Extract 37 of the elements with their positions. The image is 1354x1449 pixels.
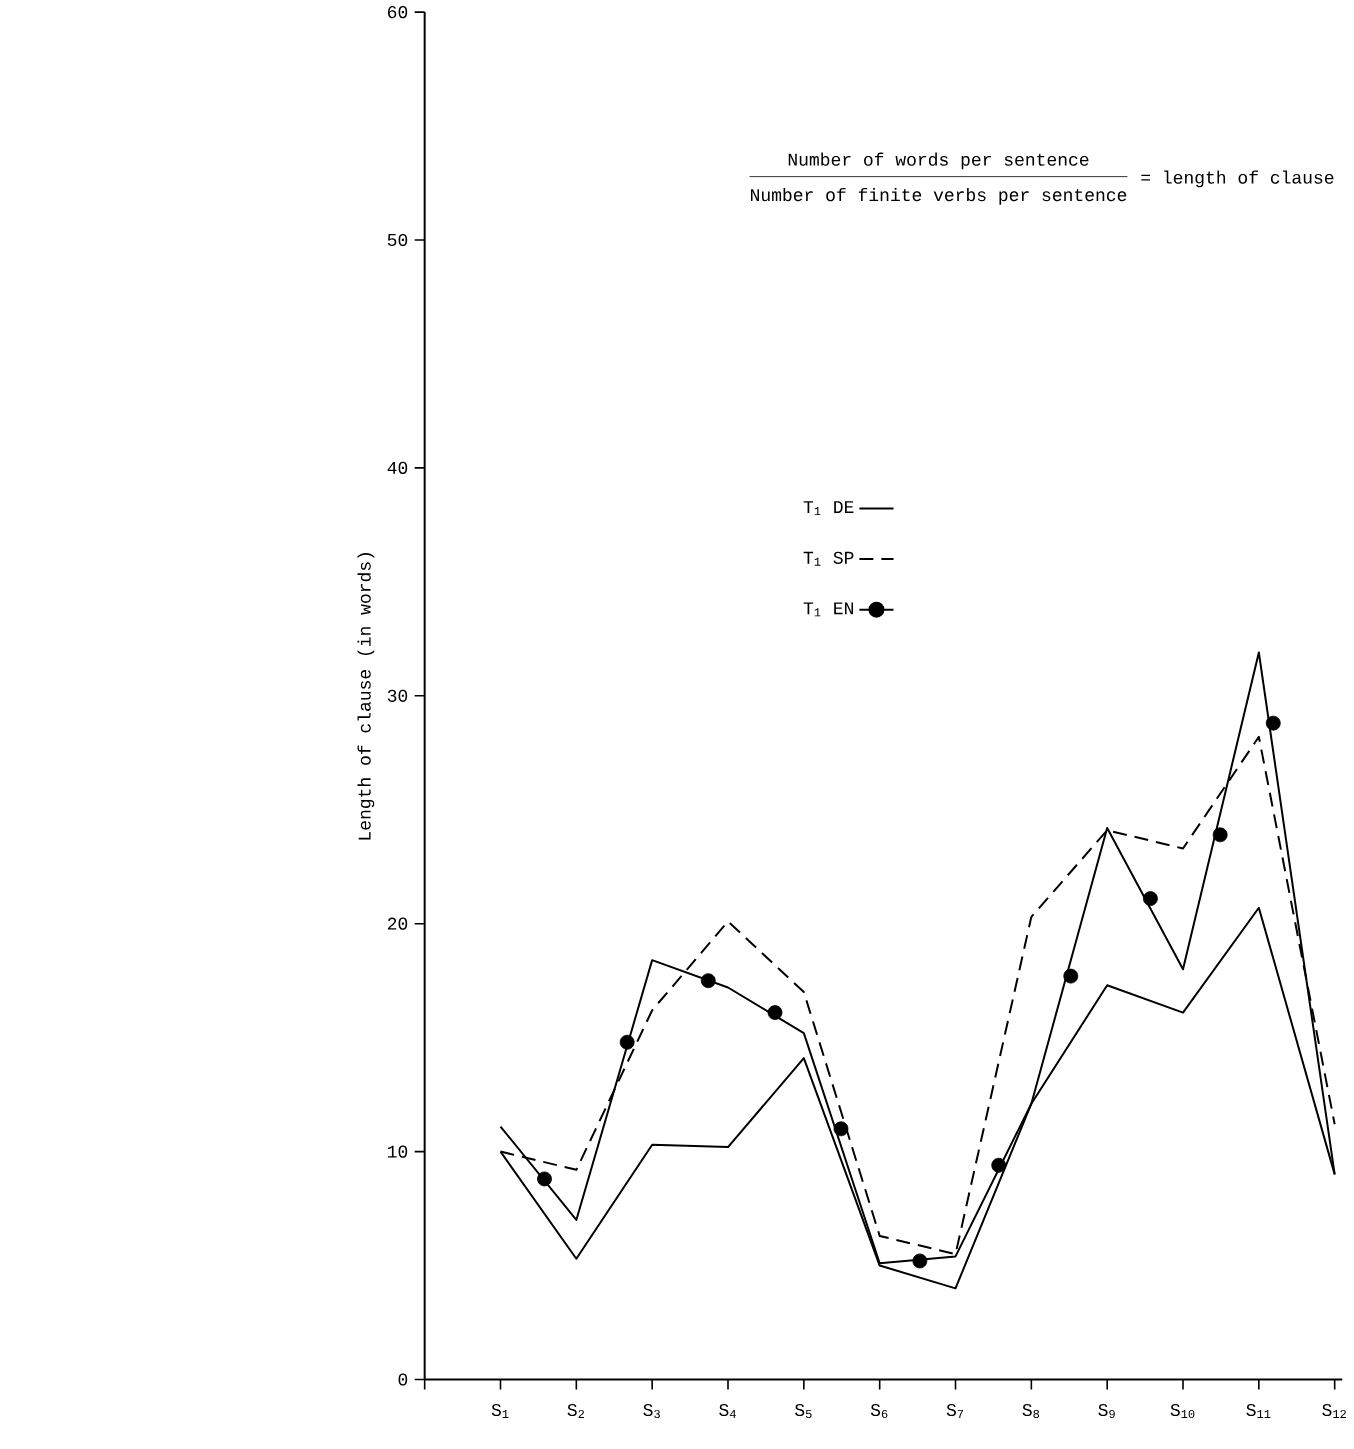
x-tick-label: S$_{10}$ [1170,1403,1195,1419]
y-tick-label: 40 [387,461,408,475]
point [1265,715,1281,731]
x-tick-label: S$_{7}$ [946,1403,964,1418]
point [1143,891,1158,907]
annotation: Number of words per sentence [788,152,1089,170]
point [619,1034,635,1050]
x-tick-label: S$_{4}$ [719,1403,736,1418]
x-tick-label: S$_{11}$ [1246,1403,1271,1418]
x-tick-label: S$_{1}$ [491,1403,509,1418]
point [701,973,716,989]
x-tick-label: S$_{9}$ [1098,1403,1115,1419]
y-tick-label: 0 [398,1373,408,1386]
y-tick-label: 30 [387,689,408,702]
y-axis-title: Length of clause (in words) [357,553,375,840]
legend-label: T$_{1}$ SP [803,551,854,566]
annotation: = length of clause [1141,170,1334,188]
y-tick-label: 50 [387,233,408,247]
x-tick-label: S$_{5}$ [795,1403,812,1419]
point [833,1121,849,1137]
annotation: Number of finite verbs per sentence [751,187,1127,205]
x-tick-label: S$_{12}$ [1322,1403,1347,1418]
y-tick-label: 60 [388,5,408,19]
x-tick-label: S$_{2}$ [567,1403,585,1418]
y-tick-label: 10 [388,1145,408,1158]
point [537,1171,552,1187]
point [767,1005,783,1020]
point [912,1253,928,1269]
y-tick-label: 20 [388,917,408,930]
point [1063,968,1079,984]
x-tick-label: S$_{8}$ [1022,1403,1040,1419]
legend-label: T$_{1}$ DE [803,501,854,515]
x-tick-label: S$_{6}$ [870,1403,888,1419]
x-tick-label: S$_{3}$ [643,1403,661,1419]
legend-label: T$_{1}$ EN [803,602,854,617]
point [1212,827,1228,843]
point [991,1157,1007,1173]
